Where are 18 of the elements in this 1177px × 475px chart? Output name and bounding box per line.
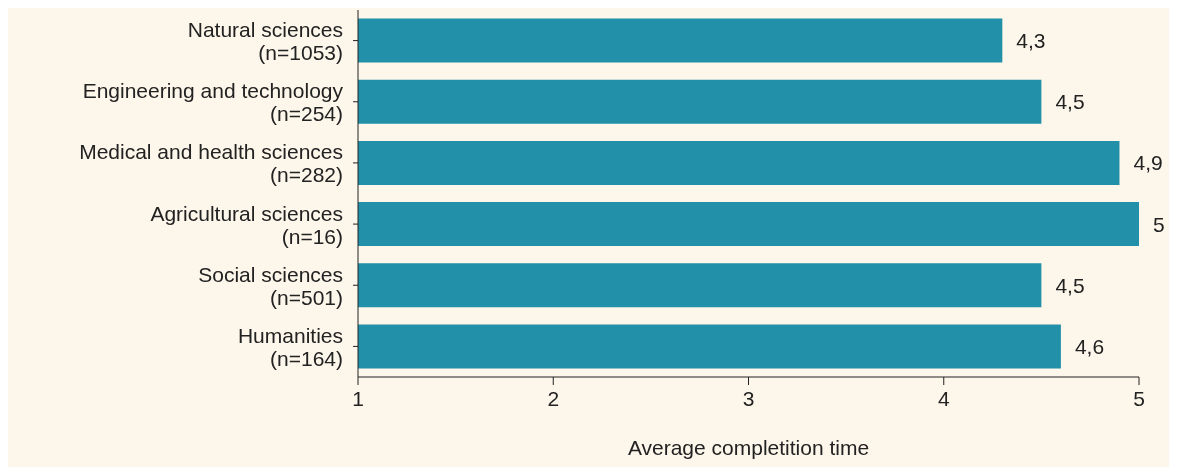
x-tick-label: 2 (547, 386, 560, 410)
y-tick-label: Humanities (n=164) (237, 323, 343, 370)
x-tick-label: 1 (352, 386, 364, 410)
y-tick-label: Medical and health sciences (n=282) (79, 139, 343, 186)
x-axis-title: Average completition time (627, 436, 870, 459)
data-label: 4,9 (1133, 151, 1163, 175)
data-label: 5 (1153, 212, 1165, 236)
y-tick-label: Natural sciences (n=1053) (187, 17, 343, 64)
y-tick-label: Social sciences (n=501) (198, 262, 343, 309)
data-label: 4,5 (1055, 273, 1085, 297)
x-tick-label: 5 (1133, 386, 1145, 410)
data-label: 4,5 (1055, 90, 1085, 114)
data-label: 4,3 (1016, 29, 1046, 53)
x-tick-label: 4 (937, 386, 950, 410)
y-tick-label: Engineering and technology (n=254) (82, 78, 344, 125)
y-tick-label: Agricultural sciences (n=16) (150, 201, 343, 248)
x-tick-label: 3 (742, 386, 755, 410)
data-label: 4,6 (1074, 334, 1105, 358)
